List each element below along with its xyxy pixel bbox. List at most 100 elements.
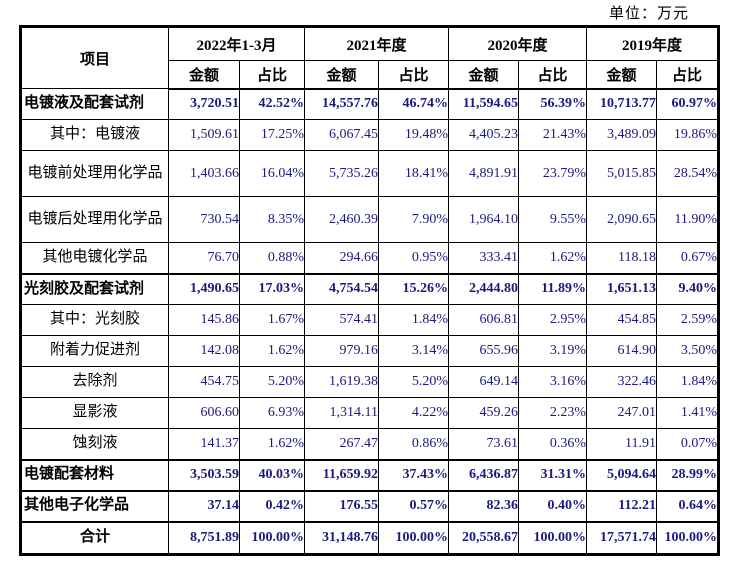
ratio-cell: 100.00%	[239, 520, 305, 555]
table-body: 电镀液及配套试剂 3,720.51 42.52% 14,557.76 46.74% 11,…	[20, 88, 720, 555]
ratio-cell: 19.86%	[656, 119, 720, 151]
ratio-cell: 23.79%	[518, 150, 588, 197]
ratio-cell: 18.41%	[377, 150, 450, 197]
amount-header: 金额	[586, 60, 658, 90]
ratio-cell: 9.40%	[656, 272, 720, 305]
ratio-cell: 0.57%	[377, 489, 450, 522]
row-label: 其他电镀化学品	[20, 242, 169, 274]
row-label: 去除剂	[20, 366, 169, 398]
ratio-header: 占比	[239, 60, 305, 90]
ratio-cell: 28.54%	[656, 150, 720, 197]
amount-cell: 141.37	[168, 428, 240, 460]
amount-cell: 76.70	[168, 242, 240, 274]
amount-cell: 112.21	[586, 489, 658, 522]
amount-cell: 606.60	[168, 397, 240, 429]
ratio-cell: 28.99%	[656, 458, 720, 491]
ratio-cell: 16.04%	[239, 150, 305, 197]
table-row: 光刻胶及配套试剂 1,490.65 17.03% 4,754.54 15.26% 2,44…	[20, 272, 720, 305]
ratio-cell: 46.74%	[377, 88, 450, 120]
ratio-cell: 3.16%	[518, 366, 588, 398]
ratio-cell: 0.64%	[656, 489, 720, 522]
ratio-cell: 0.95%	[377, 242, 450, 274]
amount-cell: 142.08	[168, 335, 240, 367]
ratio-cell: 8.35%	[239, 196, 305, 243]
amount-cell: 614.90	[586, 335, 658, 367]
ratio-cell: 31.31%	[518, 458, 588, 491]
amount-cell: 17,571.74	[586, 520, 658, 555]
amount-cell: 1,509.61	[168, 119, 240, 151]
amount-header: 金额	[168, 60, 240, 90]
ratio-cell: 17.03%	[239, 272, 305, 305]
ratio-cell: 2.95%	[518, 304, 588, 336]
table-row: 合计 8,751.89 100.00% 31,148.76 100.00% 20,558.…	[20, 520, 720, 555]
ratio-cell: 11.90%	[656, 196, 720, 243]
col-header-item: 项目	[20, 26, 169, 89]
amount-cell: 655.96	[448, 335, 520, 367]
ratio-cell: 1.62%	[239, 428, 305, 460]
amount-cell: 82.36	[448, 489, 520, 522]
amount-cell: 574.41	[304, 304, 379, 336]
period-header-2020: 2020年度	[448, 26, 588, 61]
amount-cell: 37.14	[168, 489, 240, 522]
amount-cell: 1,490.65	[168, 272, 240, 305]
ratio-cell: 100.00%	[377, 520, 450, 555]
row-label: 显影液	[20, 397, 169, 429]
header-period-row: 项目 2022年1-3月 2021年度 2020年度 2019年度	[20, 26, 720, 89]
row-label: 其中：电镀液	[20, 119, 169, 151]
ratio-cell: 5.20%	[377, 366, 450, 398]
ratio-cell: 11.89%	[518, 272, 588, 305]
ratio-cell: 6.93%	[239, 397, 305, 429]
amount-cell: 5,094.64	[586, 458, 658, 491]
amount-cell: 5,735.26	[304, 150, 379, 197]
amount-cell: 333.41	[448, 242, 520, 274]
ratio-cell: 42.52%	[239, 88, 305, 120]
ratio-cell: 0.88%	[239, 242, 305, 274]
ratio-cell: 1.62%	[239, 335, 305, 367]
ratio-cell: 0.42%	[239, 489, 305, 522]
ratio-cell: 100.00%	[656, 520, 720, 555]
amount-cell: 2,090.65	[586, 196, 658, 243]
row-label: 光刻胶及配套试剂	[20, 272, 169, 305]
table-row: 其他电镀化学品 76.70 0.88% 294.66 0.95% 333.41 1.62% 1…	[20, 242, 720, 274]
amount-cell: 4,405.23	[448, 119, 520, 151]
ratio-cell: 7.90%	[377, 196, 450, 243]
amount-cell: 11,594.65	[448, 88, 520, 120]
amount-cell: 11.91	[586, 428, 658, 460]
amount-cell: 2,444.80	[448, 272, 520, 305]
ratio-cell: 21.43%	[518, 119, 588, 151]
ratio-cell: 1.67%	[239, 304, 305, 336]
ratio-cell: 3.50%	[656, 335, 720, 367]
ratio-cell: 60.97%	[656, 88, 720, 120]
amount-cell: 294.66	[304, 242, 379, 274]
amount-cell: 649.14	[448, 366, 520, 398]
ratio-cell: 3.14%	[377, 335, 450, 367]
amount-cell: 4,754.54	[304, 272, 379, 305]
amount-cell: 1,651.13	[586, 272, 658, 305]
amount-cell: 454.75	[168, 366, 240, 398]
amount-cell: 459.26	[448, 397, 520, 429]
amount-cell: 1,314.11	[304, 397, 379, 429]
ratio-cell: 1.84%	[656, 366, 720, 398]
ratio-cell: 1.84%	[377, 304, 450, 336]
amount-cell: 5,015.85	[586, 150, 658, 197]
table-row: 其中：光刻胶 145.86 1.67% 574.41 1.84% 606.81 2.95% 4…	[20, 304, 720, 336]
ratio-cell: 1.62%	[518, 242, 588, 274]
row-label: 合计	[20, 520, 169, 555]
ratio-cell: 19.48%	[377, 119, 450, 151]
ratio-cell: 9.55%	[518, 196, 588, 243]
table-row: 电镀配套材料 3,503.59 40.03% 11,659.92 37.43% 6,436…	[20, 458, 720, 491]
amount-cell: 31,148.76	[304, 520, 379, 555]
row-label: 电镀配套材料	[20, 458, 169, 491]
amount-cell: 14,557.76	[304, 88, 379, 120]
ratio-cell: 37.43%	[377, 458, 450, 491]
amount-cell: 6,067.45	[304, 119, 379, 151]
ratio-header: 占比	[518, 60, 588, 90]
ratio-cell: 4.22%	[377, 397, 450, 429]
ratio-cell: 40.03%	[239, 458, 305, 491]
amount-cell: 118.18	[586, 242, 658, 274]
ratio-cell: 0.86%	[377, 428, 450, 460]
ratio-cell: 100.00%	[518, 520, 588, 555]
ratio-cell: 17.25%	[239, 119, 305, 151]
amount-cell: 247.01	[586, 397, 658, 429]
amount-cell: 322.46	[586, 366, 658, 398]
